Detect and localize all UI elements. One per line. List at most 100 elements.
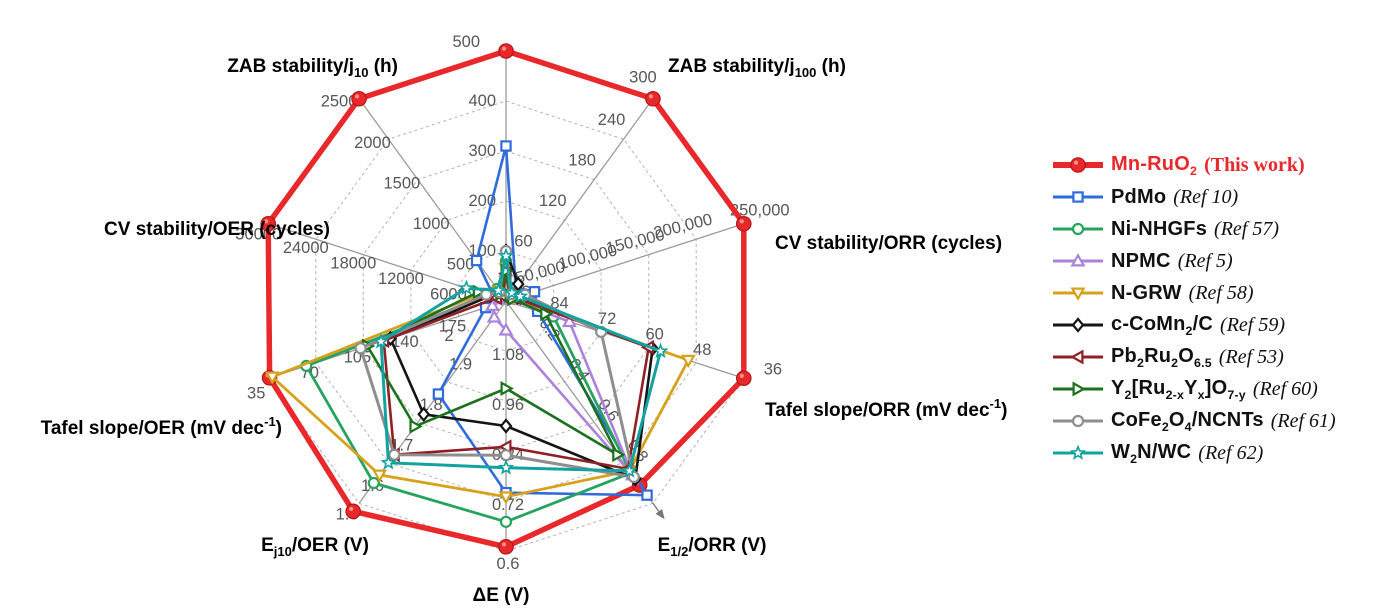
tick-tafel-oer-140: 140: [391, 333, 419, 351]
marker: [499, 449, 513, 462]
legend-item-cofe2o4-ncnts: CoFe2O4/NCNTs (Ref 61): [1052, 405, 1336, 437]
tick-axis-top-200: 200: [468, 192, 496, 210]
legend-ref-y2-ru2x-yx-o7y: (Ref 60): [1252, 377, 1318, 400]
marker: [500, 140, 512, 152]
marker: [501, 542, 507, 547]
marker: [354, 342, 367, 355]
legend-name-w2n-wc: W2N/WC: [1111, 440, 1192, 466]
marker: [499, 515, 513, 528]
tick-cv-oer-12000: 12000: [378, 270, 424, 288]
tick-center-ej10-oer: 2: [444, 327, 453, 345]
marker: [511, 276, 525, 292]
tick-delta-e-0.6: 0.6: [497, 555, 520, 573]
marker: [264, 371, 280, 385]
legend-ref-cofe2o4-ncnts: (Ref 61): [1270, 409, 1336, 432]
tick-tafel-oer-35: 35: [247, 384, 265, 402]
marker: [652, 342, 669, 359]
series-w2n-wc: [372, 247, 669, 478]
marker: [503, 284, 521, 300]
tick-tafel-oer-175: 175: [439, 317, 467, 335]
legend-item-ni-nhgfs: Ni-NHGFs (Ref 57): [1052, 213, 1336, 245]
legend-ref-n-grw: (Ref 58): [1188, 281, 1254, 304]
tick-axis-top-500: 500: [452, 33, 480, 51]
tick-delta-e-0.72: 0.72: [492, 496, 524, 514]
tick-axis-top-400: 400: [468, 92, 496, 110]
marker: [372, 469, 388, 483]
tick-tafel-orr-48: 48: [693, 341, 711, 359]
marker: [409, 418, 423, 434]
tick-cv-orr-250,000: 250,000: [730, 202, 790, 220]
marker: [498, 491, 514, 505]
legend-ref-c-comn2-c: (Ref 59): [1220, 313, 1286, 336]
tick-zab-j10-500: 500: [447, 256, 475, 274]
tick-zab-j100-60: 60: [514, 233, 532, 251]
tick-zab-j10-1500: 1500: [383, 175, 420, 193]
tick-cv-oer-24000: 24000: [283, 239, 329, 257]
tick-axis-top-300: 300: [468, 142, 496, 160]
legend-item-npmc: NPMC (Ref 5): [1052, 245, 1336, 277]
legend-name-c-comn2-c: c-CoMn2/C: [1111, 312, 1214, 338]
axis-label-tafel-orr: Tafel slope/ORR (mV dec-1): [765, 396, 1007, 421]
legend-name-y2-ru2x-yx-o7y: Y2[Ru2-xYx]O7-y: [1111, 376, 1246, 402]
marker: [470, 254, 483, 267]
axis-line-zab-j10: [358, 98, 507, 302]
marker: [490, 281, 507, 298]
marker: [612, 447, 626, 463]
tick-tafel-orr-60: 60: [645, 325, 663, 343]
marker: [500, 381, 514, 396]
tick-delta-e-1.08: 1.08: [492, 346, 524, 364]
marker: [264, 219, 269, 224]
marker: [1071, 414, 1085, 428]
legend-swatch-y2-ru2x-yx-o7y: [1053, 381, 1103, 397]
axis-label-cv-orr: CV stability/ORR (cycles): [775, 233, 1002, 254]
tick-zab-j100-300: 300: [629, 69, 657, 87]
legend-ref-ni-nhgfs: (Ref 57): [1214, 217, 1280, 240]
legend: Mn-RuO2 (This work) PdMo (Ref 10) Ni-NHGFs (R…: [1052, 149, 1336, 469]
axis-label-ej10-oer: Ej10/OER (V): [261, 535, 369, 559]
marker: [1070, 349, 1084, 365]
marker: [372, 333, 390, 349]
marker: [561, 313, 577, 328]
axis-arrow-head-e12-orr: [655, 509, 665, 520]
legend-item-pb2ru2o65: Pb2Ru2O6.5 (Ref 53): [1052, 341, 1336, 373]
legend-ref-w2n-wc: (Ref 62): [1198, 441, 1264, 464]
grid-ring-2: [410, 200, 602, 402]
marker: [498, 539, 514, 555]
marker: [345, 503, 361, 520]
tick-cv-orr-200,000: 200,000: [652, 210, 714, 242]
legend-item-w2n-wc: W2N/WC (Ref 62): [1052, 437, 1336, 469]
tick-zab-j100-180: 180: [568, 152, 596, 170]
tick-zab-j100-240: 240: [598, 111, 626, 129]
marker: [648, 94, 654, 99]
legend-swatch-pb2ru2o65: [1053, 349, 1103, 365]
marker: [349, 506, 354, 512]
marker: [1072, 381, 1086, 397]
marker: [1070, 287, 1086, 301]
legend-swatch-ni-nhgfs: [1053, 222, 1103, 236]
axis-line-zab-j100: [505, 98, 654, 302]
legend-swatch-npmc: [1053, 253, 1103, 267]
marker: [486, 309, 502, 323]
legend-swatch-c-comn2-c: [1053, 317, 1103, 333]
legend-swatch-w2n-wc: [1053, 444, 1103, 460]
legend-swatch-cofe2o4-ncnts: [1053, 414, 1103, 428]
marker: [739, 373, 744, 378]
legend-name-n-grw: N-GRW: [1111, 281, 1182, 304]
legend-item-n-grw: N-GRW (Ref 58): [1052, 277, 1336, 309]
marker: [1073, 160, 1079, 165]
marker: [739, 219, 744, 224]
marker: [354, 94, 360, 99]
legend-ref-pb2ru2o65: (Ref 53): [1218, 345, 1284, 368]
marker: [351, 90, 367, 107]
axis-label-zab-j100: ZAB stability/j100 (h): [668, 56, 846, 80]
tick-zab-j10-1000: 1000: [413, 215, 450, 233]
marker: [501, 46, 507, 51]
legend-ref-pdmo: (Ref 10): [1173, 185, 1239, 208]
marker: [680, 354, 696, 369]
marker: [1071, 222, 1085, 236]
marker: [367, 476, 380, 490]
marker: [1071, 317, 1085, 333]
marker: [1070, 253, 1086, 267]
